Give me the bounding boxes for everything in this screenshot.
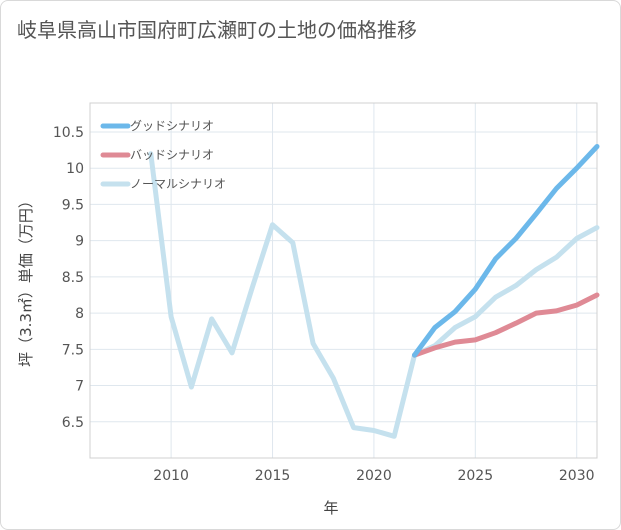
series-lines xyxy=(148,144,600,439)
y-tick-label: 10.5 xyxy=(53,125,84,141)
y-tick-label: 9.5 xyxy=(62,197,84,213)
legend-label: バッドシナリオ xyxy=(130,148,214,162)
y-tick-label: 8.5 xyxy=(62,270,84,286)
y-tick-label: 6.5 xyxy=(62,415,84,431)
chart-title: 岐阜県高山市国府町広瀬町の土地の価格推移 xyxy=(17,18,417,42)
legend-label: ノーマルシナリオ xyxy=(130,177,226,191)
legend-label: グッドシナリオ xyxy=(130,119,214,133)
x-tick-label: 2030 xyxy=(559,468,595,484)
x-tick-labels: 2010 2015 2020 2025 2030 xyxy=(153,468,594,484)
y-tick-label: 9 xyxy=(75,234,84,250)
y-tick-label: 7.5 xyxy=(62,342,84,358)
plot-area-border xyxy=(89,102,598,459)
series-line-1 xyxy=(412,292,600,358)
y-axis-label: 坪（3.3㎡）単価（万円） xyxy=(17,193,35,367)
series-line-0 xyxy=(412,144,600,358)
x-tick-label: 2010 xyxy=(153,468,189,484)
y-tick-label: 8 xyxy=(75,306,84,322)
y-tick-label: 10 xyxy=(66,161,84,177)
x-tick-label: 2025 xyxy=(457,468,493,484)
x-tick-label: 2015 xyxy=(255,468,291,484)
y-tick-labels: 6.5 7 7.5 8 8.5 9 9.5 10 10.5 xyxy=(53,125,84,431)
y-tick-label: 7 xyxy=(75,379,84,395)
x-tick-label: 2020 xyxy=(356,468,392,484)
history-line xyxy=(148,151,417,439)
x-axis-label: 年 xyxy=(323,499,338,517)
series-line-2 xyxy=(412,225,600,358)
